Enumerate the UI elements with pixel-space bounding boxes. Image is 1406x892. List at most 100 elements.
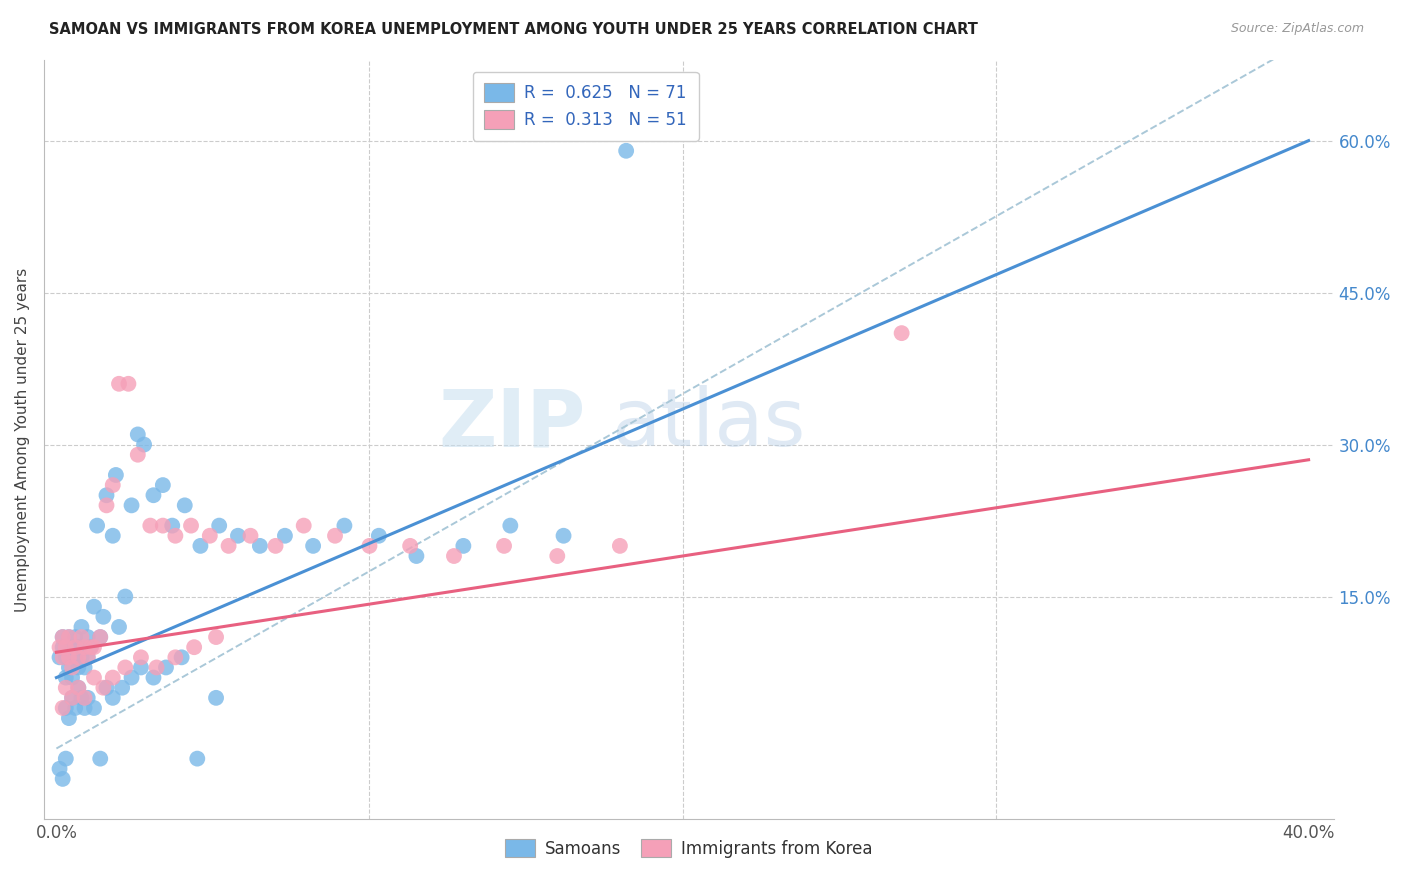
Legend: Samoans, Immigrants from Korea: Samoans, Immigrants from Korea <box>498 832 879 864</box>
Point <box>499 518 522 533</box>
Point <box>443 549 465 563</box>
Point <box>239 529 262 543</box>
Point <box>609 539 631 553</box>
Text: ZIP: ZIP <box>439 385 585 463</box>
Y-axis label: Unemployment Among Youth under 25 years: Unemployment Among Youth under 25 years <box>15 268 30 612</box>
Point <box>63 630 86 644</box>
Point <box>48 762 70 776</box>
Point <box>101 690 124 705</box>
Text: SAMOAN VS IMMIGRANTS FROM KOREA UNEMPLOYMENT AMONG YOUTH UNDER 25 YEARS CORRELAT: SAMOAN VS IMMIGRANTS FROM KOREA UNEMPLOY… <box>49 22 979 37</box>
Point <box>93 681 115 695</box>
Point <box>83 701 105 715</box>
Point <box>302 539 325 553</box>
Point <box>405 549 427 563</box>
Point <box>80 640 103 655</box>
Point <box>180 518 202 533</box>
Point <box>96 499 118 513</box>
Point <box>96 488 118 502</box>
Point <box>165 650 187 665</box>
Point <box>129 650 152 665</box>
Point <box>73 701 96 715</box>
Point <box>80 640 103 655</box>
Point <box>73 660 96 674</box>
Point <box>60 690 83 705</box>
Point <box>83 671 105 685</box>
Point <box>162 518 184 533</box>
Point <box>494 539 516 553</box>
Point <box>165 529 187 543</box>
Point <box>205 690 228 705</box>
Point <box>76 690 98 705</box>
Point <box>67 650 90 665</box>
Point <box>63 640 86 655</box>
Point <box>198 529 221 543</box>
Point <box>132 437 155 451</box>
Point <box>323 529 346 543</box>
Point <box>152 478 174 492</box>
Point <box>104 467 127 482</box>
Point <box>73 640 96 655</box>
Point <box>96 681 118 695</box>
Point <box>76 630 98 644</box>
Point <box>333 518 356 533</box>
Point <box>208 518 231 533</box>
Text: atlas: atlas <box>612 385 806 463</box>
Point <box>52 640 75 655</box>
Point <box>190 539 212 553</box>
Point <box>55 681 77 695</box>
Point <box>58 630 80 644</box>
Point <box>183 640 205 655</box>
Point <box>274 529 297 543</box>
Point <box>67 660 90 674</box>
Point <box>55 751 77 765</box>
Point <box>63 701 86 715</box>
Point <box>52 630 75 644</box>
Point <box>83 640 105 655</box>
Point <box>70 690 93 705</box>
Point <box>70 620 93 634</box>
Point <box>218 539 240 553</box>
Point <box>60 640 83 655</box>
Point <box>48 650 70 665</box>
Point <box>249 539 271 553</box>
Point <box>173 499 195 513</box>
Point <box>67 681 90 695</box>
Point <box>127 427 149 442</box>
Point <box>89 751 111 765</box>
Point <box>114 590 136 604</box>
Point <box>142 488 165 502</box>
Point <box>93 609 115 624</box>
Point <box>139 518 162 533</box>
Point <box>52 630 75 644</box>
Point <box>67 640 90 655</box>
Point <box>127 448 149 462</box>
Point <box>89 630 111 644</box>
Point <box>186 751 208 765</box>
Point <box>101 671 124 685</box>
Point <box>58 630 80 644</box>
Point <box>205 630 228 644</box>
Point <box>114 660 136 674</box>
Point <box>58 711 80 725</box>
Point <box>553 529 575 543</box>
Point <box>108 620 131 634</box>
Point <box>67 681 90 695</box>
Point <box>264 539 287 553</box>
Point <box>58 660 80 674</box>
Point <box>170 650 193 665</box>
Point <box>155 660 177 674</box>
Point <box>108 376 131 391</box>
Point <box>145 660 167 674</box>
Point <box>226 529 249 543</box>
Point <box>63 650 86 665</box>
Point <box>58 650 80 665</box>
Point <box>70 650 93 665</box>
Point <box>546 549 568 563</box>
Point <box>111 681 134 695</box>
Point <box>142 671 165 685</box>
Point <box>101 478 124 492</box>
Point <box>60 690 83 705</box>
Point <box>73 690 96 705</box>
Point <box>52 650 75 665</box>
Point <box>89 630 111 644</box>
